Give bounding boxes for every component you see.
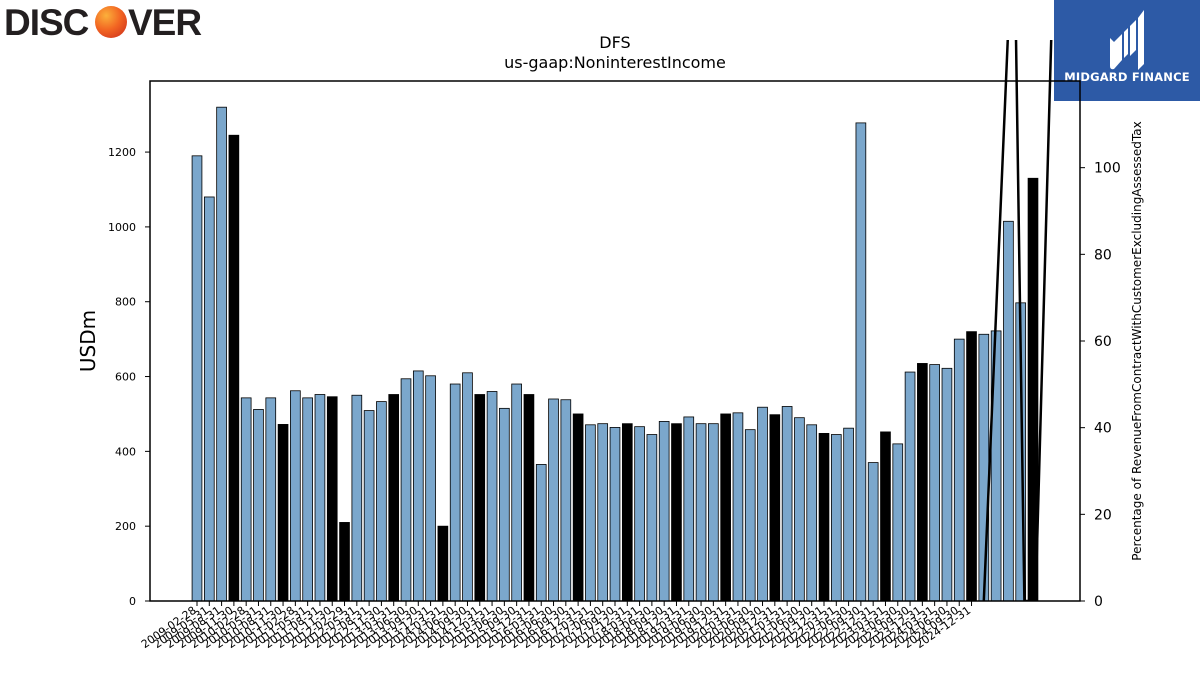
discover-logo-orb — [95, 6, 127, 38]
bar — [732, 412, 744, 602]
bar — [744, 429, 756, 602]
bar — [326, 396, 338, 602]
bar — [1003, 220, 1014, 602]
bar — [683, 416, 695, 602]
bar — [892, 443, 904, 602]
bar — [425, 375, 436, 602]
bar — [671, 423, 682, 602]
chart-subtitle: us-gaap:NoninterestIncome — [504, 53, 726, 72]
bar — [535, 464, 547, 602]
bar — [412, 370, 424, 602]
bar — [351, 394, 363, 602]
bar — [720, 413, 731, 602]
bar — [929, 364, 940, 602]
bar — [781, 406, 793, 602]
y2-tick-label: 20 — [1094, 507, 1112, 523]
discover-logo-text-right: VER — [128, 2, 201, 42]
bar — [376, 401, 387, 602]
line-series — [982, 40, 1053, 601]
bar — [794, 417, 805, 602]
bar — [560, 399, 572, 602]
bar — [609, 427, 621, 602]
bar — [290, 390, 301, 602]
bar — [486, 391, 498, 602]
bar — [523, 394, 535, 602]
y2-tick-label: 0 — [1094, 594, 1103, 610]
bar — [585, 424, 596, 602]
bar — [437, 525, 449, 602]
bar — [708, 423, 719, 602]
bar — [363, 410, 375, 602]
bar — [830, 434, 842, 602]
bar — [400, 378, 412, 602]
y2-tick-label: 60 — [1094, 334, 1112, 350]
bar — [216, 106, 227, 602]
y2-tick-label: 100 — [1094, 161, 1121, 177]
bar — [253, 409, 264, 602]
bar — [757, 406, 768, 602]
bar — [966, 331, 977, 602]
x-axis: 2009-02-282009-05-312009-08-312009-11-30… — [139, 601, 973, 651]
discover-logo: DISC VER — [4, 2, 204, 46]
y-tick-label: 800 — [115, 296, 136, 309]
bar — [953, 338, 965, 602]
bar — [597, 423, 609, 602]
y-tick-label: 600 — [115, 371, 136, 384]
bar — [769, 414, 781, 602]
bar — [191, 155, 203, 602]
bar — [240, 397, 252, 602]
bar — [572, 413, 584, 602]
bar — [499, 407, 510, 602]
bar — [941, 367, 953, 602]
y-tick-label: 1200 — [108, 146, 136, 159]
y2-axis-label: Percentage of RevenueFromContractWithCus… — [1130, 121, 1144, 560]
bar — [265, 397, 277, 602]
midgard-finance-wordmark: MIDGARD FINANCE — [1064, 70, 1190, 84]
bar — [806, 424, 818, 602]
bar — [855, 122, 867, 602]
bar — [658, 421, 670, 602]
bar — [843, 427, 854, 602]
bar — [978, 333, 990, 602]
y-axis-right: 0 20 40 60 80 100 — [1080, 161, 1121, 610]
y-tick-label: 400 — [115, 445, 136, 458]
bar — [203, 196, 215, 602]
y-tick-label: 1000 — [108, 221, 136, 234]
bar — [621, 423, 633, 602]
midgard-finance-logo: MIDGARD FINANCE — [1054, 0, 1200, 101]
bar — [228, 134, 240, 602]
y-tick-label: 200 — [115, 520, 136, 533]
bar — [548, 398, 559, 602]
bar — [388, 394, 400, 602]
line-overlay-group — [982, 40, 1053, 601]
y-axis-left: 0 200 400 600 800 1000 1200 — [108, 146, 150, 608]
chart-title: DFS — [599, 33, 630, 52]
bar — [904, 371, 916, 602]
bar — [511, 383, 522, 602]
bar — [880, 431, 891, 602]
bar — [302, 397, 313, 602]
y-axis-label: USDm — [76, 310, 100, 372]
bar — [339, 522, 350, 602]
bar — [695, 423, 707, 602]
bar — [474, 394, 486, 602]
bar — [646, 434, 658, 602]
bar — [314, 394, 326, 602]
y2-tick-label: 80 — [1094, 247, 1112, 263]
bar — [462, 372, 473, 602]
bars-group — [191, 106, 1039, 602]
bar — [917, 363, 928, 602]
discover-logo-text-left: DISC — [4, 2, 89, 42]
y2-tick-label: 40 — [1094, 421, 1112, 437]
bar — [277, 424, 289, 602]
bar — [449, 383, 461, 602]
bar — [634, 426, 645, 602]
bar — [818, 432, 830, 602]
bar — [867, 462, 879, 602]
y-tick-label: 0 — [129, 595, 136, 608]
